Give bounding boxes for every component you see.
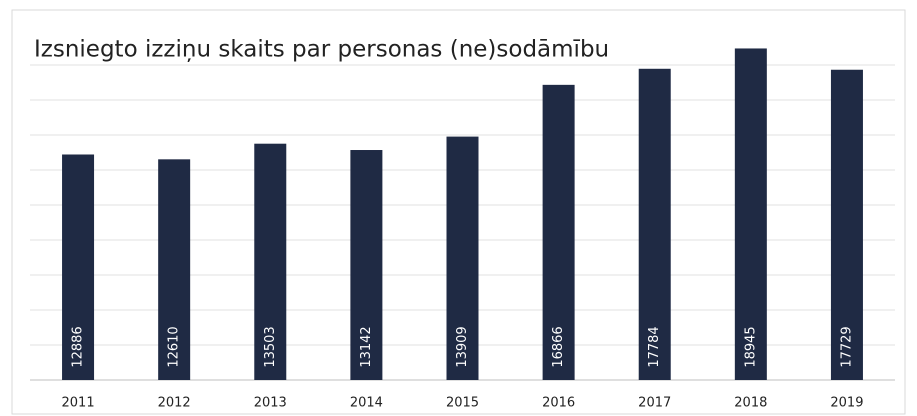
- value-label: 13142: [359, 326, 374, 367]
- value-label: 16866: [551, 326, 566, 367]
- bar: [542, 84, 575, 380]
- value-label: 13909: [455, 326, 470, 367]
- x-tick-label: 2018: [734, 396, 767, 411]
- x-tick-label: 2013: [254, 396, 287, 411]
- value-label: 18945: [743, 326, 758, 367]
- bar: [446, 136, 479, 380]
- bar: [638, 68, 671, 380]
- chart-title: Izsniegto izziņu skaits par personas (ne…: [34, 37, 609, 63]
- bar: [62, 154, 95, 380]
- value-label: 12610: [167, 326, 182, 367]
- bar: [158, 159, 191, 380]
- bar: [350, 150, 383, 380]
- value-label: 12886: [71, 326, 86, 367]
- x-tick-label: 2015: [446, 396, 479, 411]
- x-tick-label: 2011: [62, 396, 95, 411]
- x-tick-label: 2017: [638, 396, 671, 411]
- value-label: 17729: [839, 326, 854, 367]
- x-tick-label: 2014: [350, 396, 383, 411]
- bar: [830, 69, 863, 381]
- bar: [734, 48, 767, 381]
- x-tick-label: 2012: [158, 396, 191, 411]
- bar: [254, 143, 287, 380]
- value-label: 17784: [647, 326, 662, 367]
- x-tick-label: 2016: [542, 396, 575, 411]
- value-label: 13503: [263, 326, 278, 367]
- x-tick-label: 2019: [830, 396, 863, 411]
